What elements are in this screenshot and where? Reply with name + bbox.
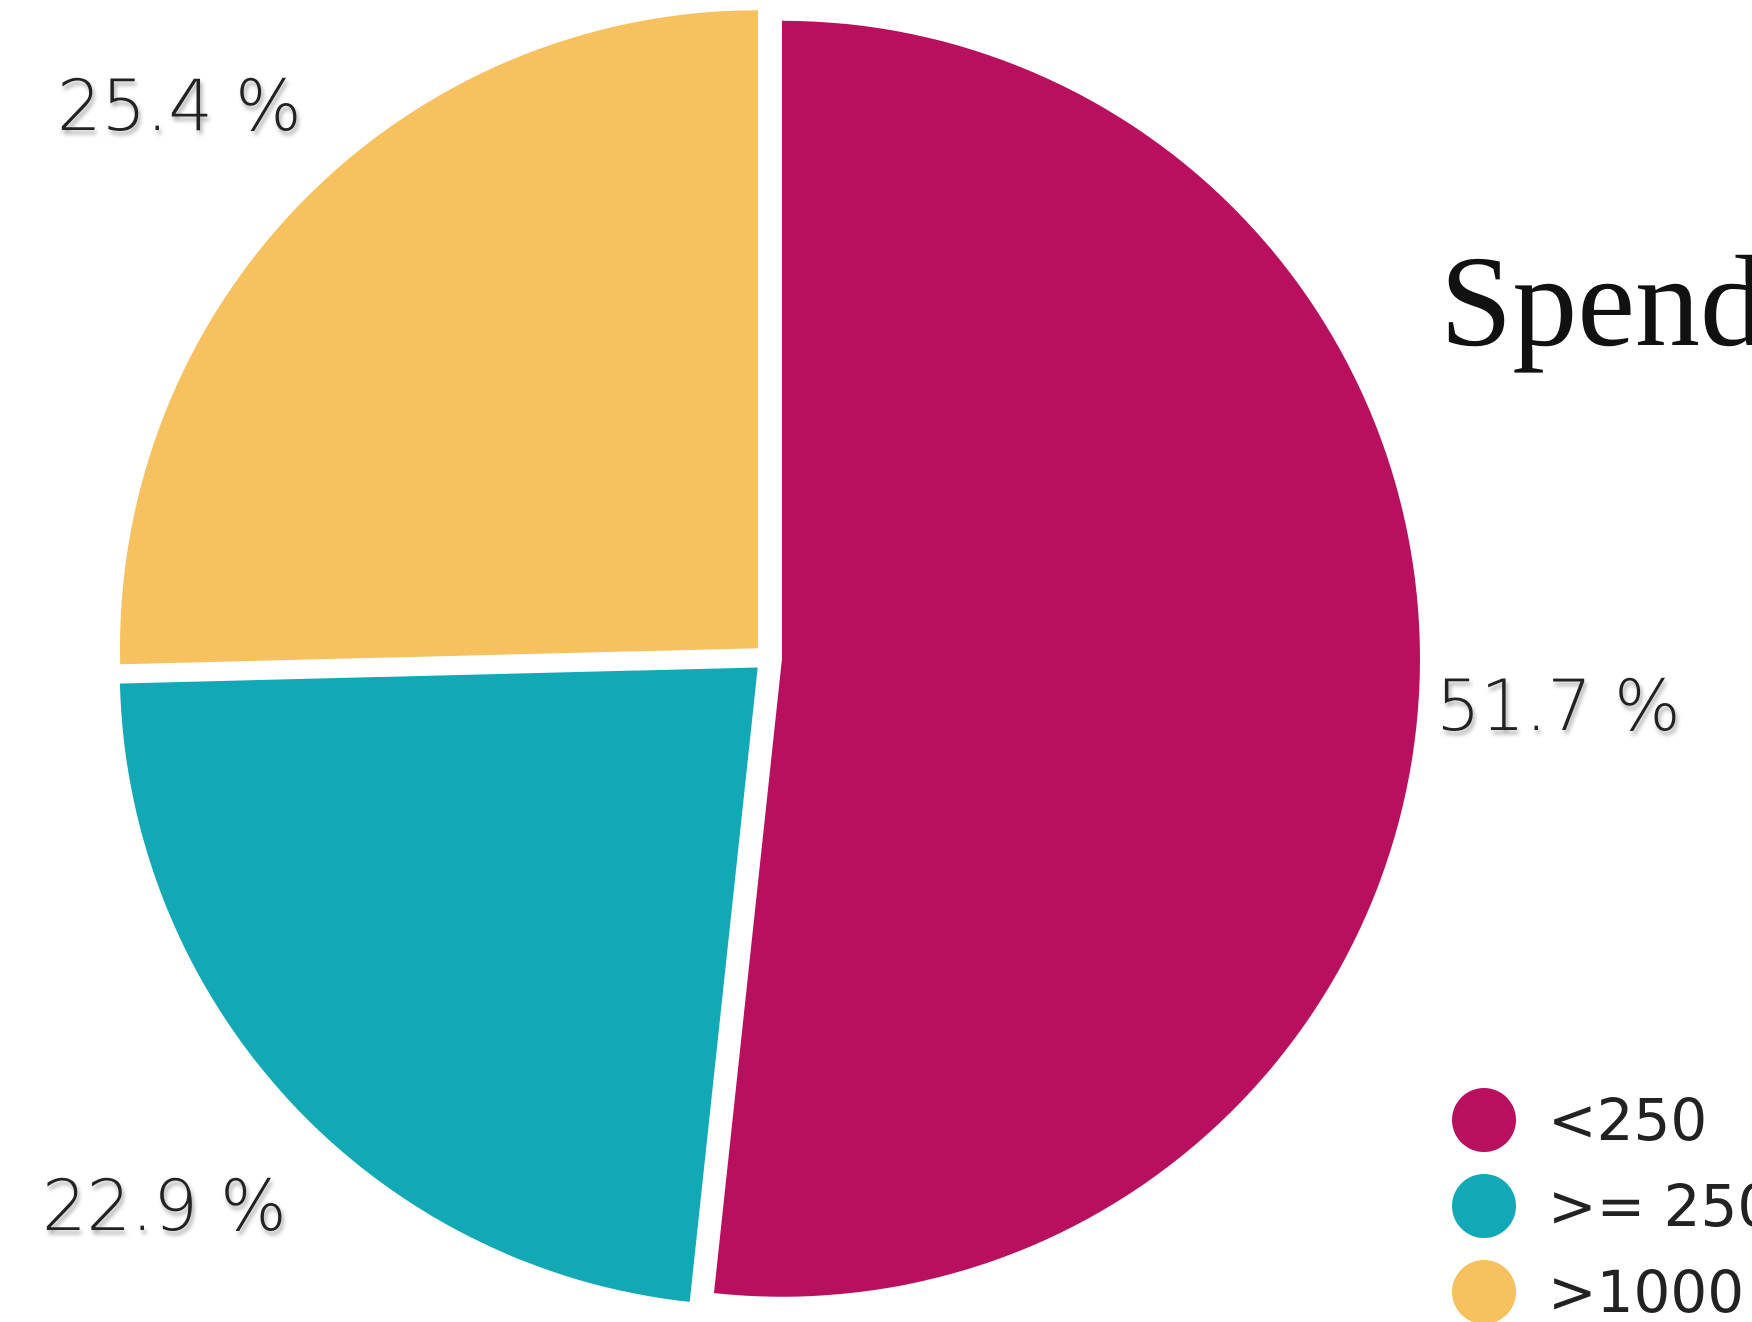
chart-title: Spend (1440, 230, 1752, 374)
legend-swatch (1452, 1260, 1516, 1322)
slice-label-gt1000: 25.4 % (57, 65, 302, 147)
legend-label: >1000 (1548, 1258, 1744, 1322)
slice-label-lt250: 51.7 % (1436, 665, 1681, 747)
legend-label: >= 250 (1548, 1172, 1752, 1240)
legend-label: <250 (1548, 1086, 1707, 1154)
legend-swatch (1452, 1174, 1516, 1238)
slice-label-gte250: 22.9 % (42, 1165, 287, 1247)
chart-legend: <250 >= 250 >1000 (1452, 1086, 1752, 1322)
slice-gt1000 (119, 10, 758, 665)
pie-slices (119, 10, 1420, 1302)
legend-swatch (1452, 1088, 1516, 1152)
slice-gte250 (119, 667, 758, 1302)
slice-lt250 (713, 20, 1420, 1297)
